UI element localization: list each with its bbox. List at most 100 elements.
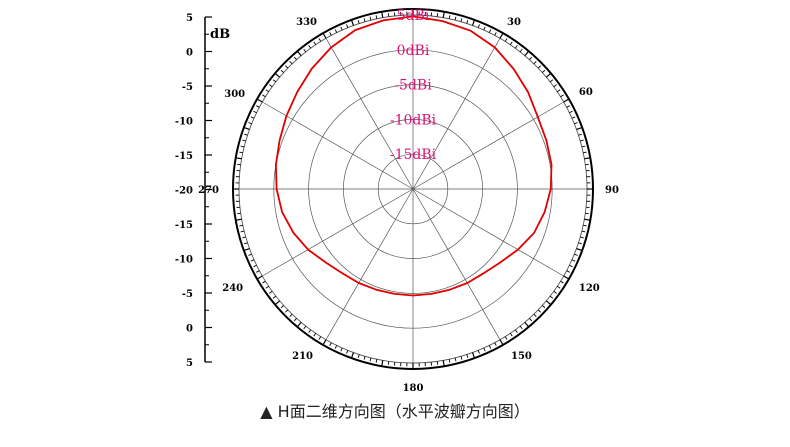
rim-tick: [239, 151, 243, 154]
rim-tick: [308, 45, 312, 49]
rim-tick: [329, 342, 332, 346]
rim-tick: [574, 122, 578, 125]
rim-tick: [504, 38, 508, 42]
rim-tick: [466, 354, 469, 358]
rim-tick: [280, 69, 284, 73]
rim-tick: [381, 360, 384, 367]
rim-tick: [256, 275, 263, 280]
angle-label: 300: [224, 89, 245, 100]
grid-spoke: [262, 188, 414, 277]
rim-tick: [244, 133, 248, 136]
rim-tick: [488, 345, 492, 349]
rim-tick: [346, 350, 349, 354]
rim-tick: [375, 15, 378, 19]
rim-tick: [533, 61, 537, 65]
rim-tick: [514, 329, 518, 333]
angle-label: 180: [403, 383, 424, 394]
rim-tick: [357, 354, 360, 358]
scale-tick-label: 0: [186, 48, 193, 59]
rim-tick: [509, 41, 513, 45]
rim-tick: [454, 357, 457, 362]
rim-tick: [494, 32, 497, 36]
rim-tick: [571, 116, 576, 119]
rim-tick: [471, 19, 476, 26]
rim-tick: [303, 48, 307, 53]
rim-tick: [549, 295, 554, 299]
grid-spoke: [412, 188, 564, 277]
rim-tick: [285, 309, 289, 313]
polar-grid: [232, 8, 594, 370]
rim-tick: [240, 145, 245, 148]
rim-tick: [250, 259, 255, 262]
rim-tick: [584, 218, 591, 221]
ring-labels: 5dBi 0dBi -5dBi -10dBi -15dBi: [390, 8, 437, 163]
rim-tick: [253, 264, 257, 268]
rim-tick: [557, 285, 561, 289]
rim-tick: [553, 84, 557, 88]
rim-tick: [483, 347, 486, 352]
angle-label: 120: [579, 283, 600, 294]
rim-tick: [242, 236, 246, 239]
ring-label: 0dBi: [397, 43, 430, 59]
rim-tick: [537, 309, 541, 313]
grid-spoke: [262, 101, 414, 190]
rim-tick: [346, 24, 349, 28]
rim-tick: [524, 50, 530, 57]
rim-tick: [519, 325, 523, 330]
rim-tick: [494, 342, 497, 346]
grid-spoke: [412, 101, 564, 190]
rim-tick: [553, 290, 557, 294]
rim-tick: [235, 157, 242, 160]
rim-tick: [448, 359, 451, 363]
grid-spoke: [412, 188, 501, 340]
rim-tick: [566, 270, 570, 273]
figure-caption: ▲ H面二维方向图（水平波瓣方向图）: [260, 402, 530, 421]
rim-tick: [578, 133, 582, 136]
rim-tick: [381, 11, 384, 18]
angle-labels: 30 60 90 120 150 180 210 240 270 300 330: [198, 17, 619, 394]
rim-tick: [256, 105, 260, 108]
rim-tick: [248, 122, 252, 125]
rim-tick: [318, 336, 322, 340]
rim-tick: [313, 333, 317, 337]
rim-tick: [499, 339, 504, 346]
scale-tick-label: -10: [175, 255, 193, 266]
ring-label: 5dBi: [397, 8, 430, 24]
grid-spoke: [412, 38, 501, 190]
rim-tick: [318, 38, 322, 42]
angle-label: 150: [511, 351, 532, 362]
pattern-curve: [275, 15, 553, 297]
rim-tick: [274, 300, 281, 306]
rim-tick: [571, 259, 576, 262]
scale-tick-label: -20: [175, 186, 193, 197]
rim-tick: [499, 32, 504, 39]
rim-tick: [581, 145, 586, 148]
rim-tick: [529, 318, 533, 322]
rim-tick: [545, 72, 552, 78]
rim-tick: [350, 19, 355, 26]
rim-tick: [477, 24, 480, 28]
rim-tick: [239, 224, 243, 227]
rim-tick: [280, 305, 284, 309]
rim-tick: [235, 218, 242, 221]
rim-tick: [334, 345, 338, 349]
rim-tick: [340, 26, 343, 31]
rim-tick: [563, 275, 570, 280]
rim-tick: [537, 65, 541, 69]
rim-tick: [269, 84, 273, 88]
scale-tick-label: 0: [186, 324, 193, 335]
rim-tick: [519, 48, 523, 53]
rim-tick: [569, 264, 573, 268]
rim-tick: [265, 89, 269, 93]
scale-tick-label: -5: [182, 289, 193, 300]
rim-tick: [265, 285, 269, 289]
rim-tick: [566, 105, 570, 108]
rim-tick: [483, 26, 486, 31]
db-unit-label: dB: [210, 27, 230, 42]
rim-tick: [244, 242, 248, 245]
rim-tick: [574, 253, 578, 256]
rim-tick: [442, 11, 445, 18]
outer-rim: [232, 8, 594, 370]
rim-tick: [576, 126, 583, 131]
polar-chart: 5 0 -5 -10 -15 -20 -15 -10 -5 0 5 dB 5dBi 0dBi -5dBi…: [175, 8, 619, 394]
